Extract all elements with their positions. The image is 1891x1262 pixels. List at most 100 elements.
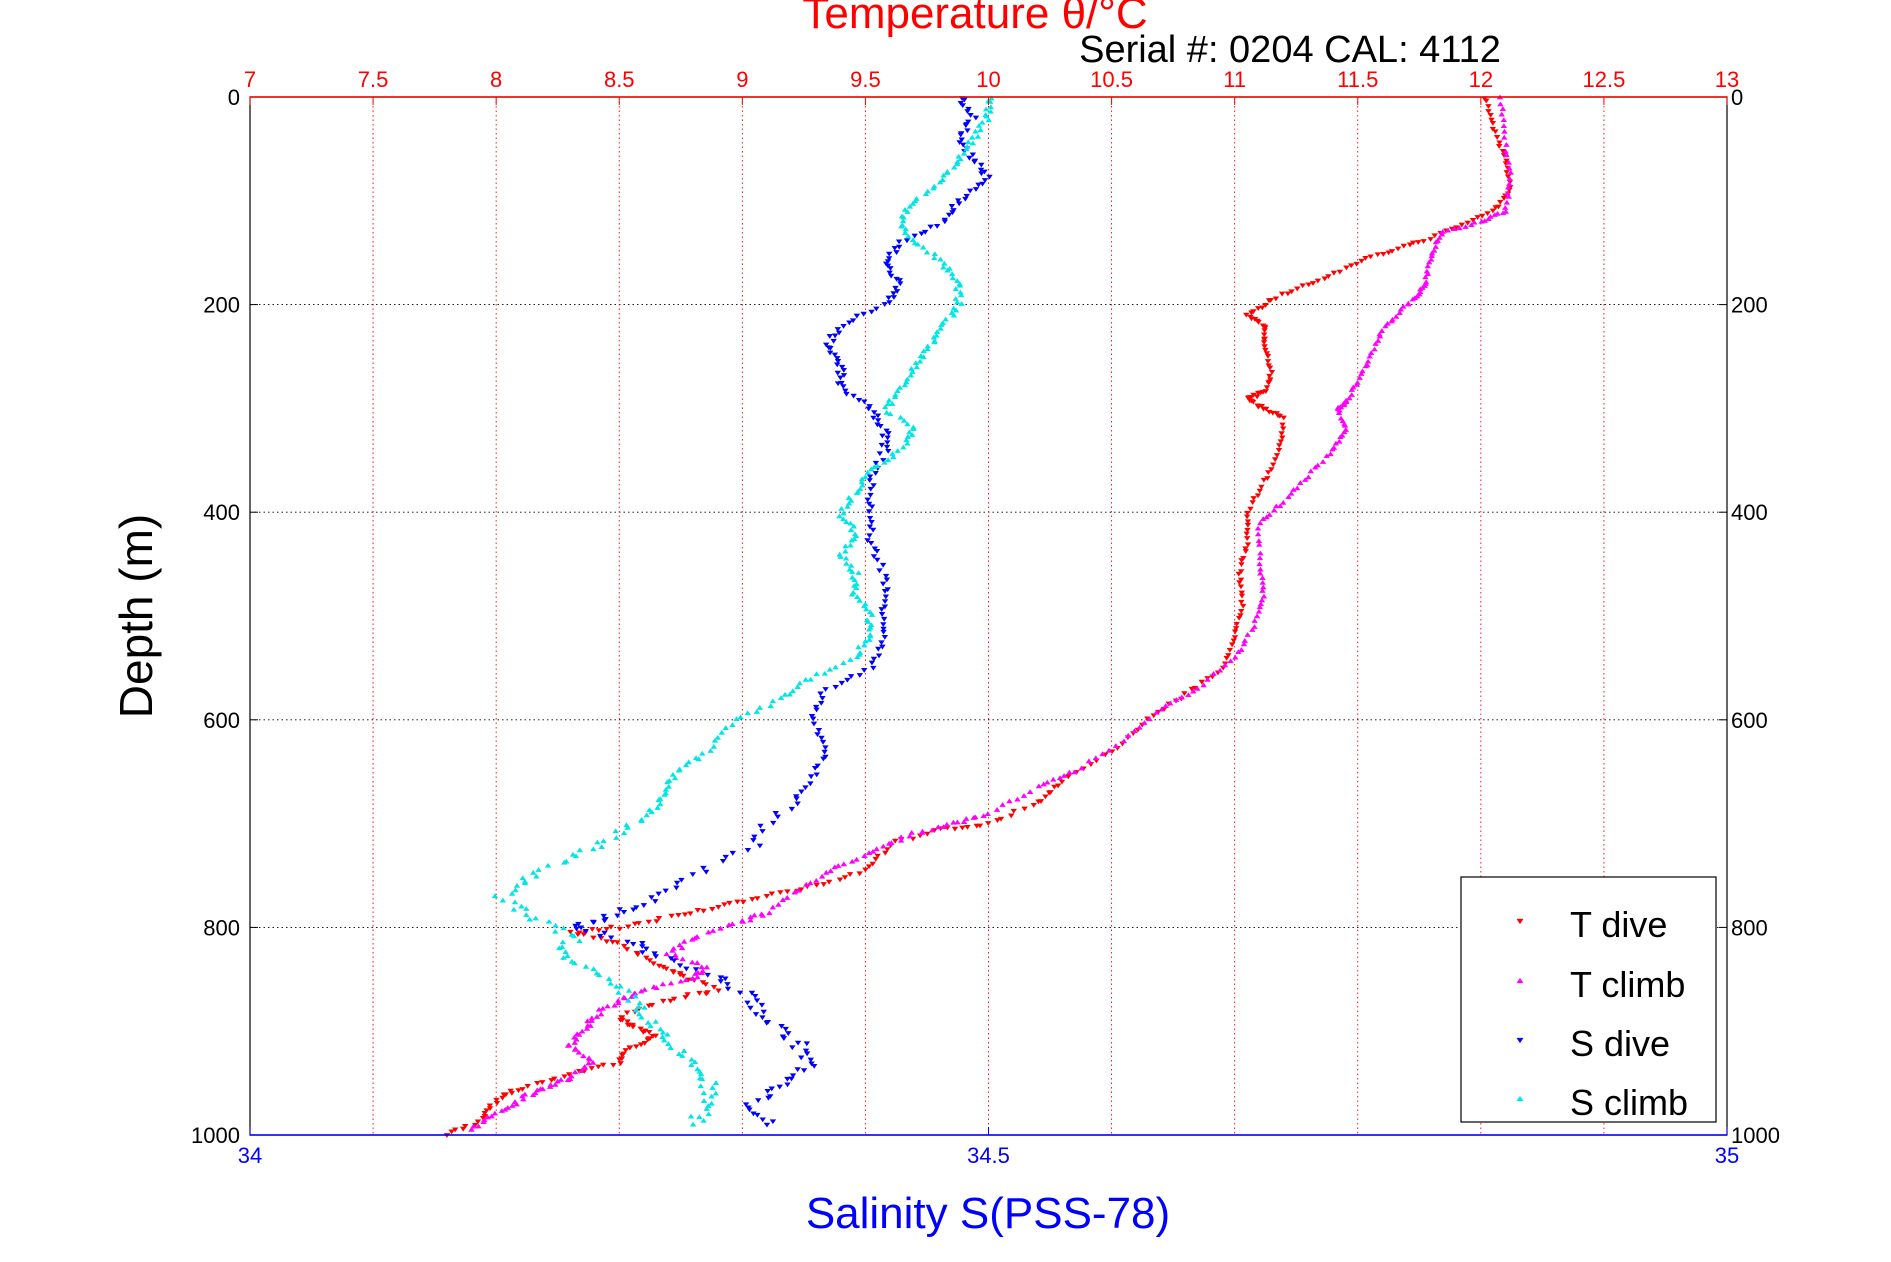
data-point (632, 993, 639, 999)
data-point (724, 986, 732, 992)
data-point (617, 1061, 624, 1066)
data-point (847, 562, 855, 568)
data-point (655, 797, 662, 802)
data-point (1265, 470, 1272, 476)
data-point (1496, 140, 1503, 146)
data-point (671, 775, 679, 781)
data-point (789, 1045, 796, 1051)
data-point (883, 444, 891, 450)
data-point (965, 139, 972, 145)
data-point (837, 554, 844, 559)
data-point (626, 1045, 633, 1051)
data-point (957, 156, 964, 162)
data-point (803, 881, 810, 887)
data-point (844, 677, 851, 683)
data-point (697, 1071, 705, 1077)
data-point (1444, 227, 1452, 233)
data-point (578, 1068, 585, 1073)
sal-tick-label: 34.5 (967, 1143, 1010, 1168)
data-point (703, 991, 710, 997)
data-point (1302, 477, 1309, 482)
data-point (594, 839, 601, 845)
data-point (1468, 222, 1475, 227)
data-point (614, 940, 621, 946)
data-point (1406, 242, 1414, 248)
data-point (756, 843, 764, 849)
data-point (655, 891, 662, 897)
data-point (885, 397, 893, 403)
data-point (1294, 485, 1301, 491)
data-point (647, 1023, 654, 1029)
data-point (1489, 120, 1497, 126)
data-point (890, 291, 897, 297)
data-point (708, 1100, 715, 1106)
data-point (866, 404, 873, 409)
data-point (637, 1042, 645, 1048)
data-point (1146, 716, 1153, 722)
data-point (951, 164, 958, 170)
data-point (675, 767, 683, 773)
data-point (1035, 783, 1043, 789)
data-point (1266, 512, 1273, 517)
data-point (710, 984, 718, 990)
data-point (1458, 222, 1466, 228)
data-point (794, 801, 801, 807)
data-point (1502, 205, 1509, 210)
data-point (959, 825, 966, 831)
data-point (878, 612, 886, 617)
data-point (1501, 128, 1508, 134)
data-point (1462, 224, 1469, 229)
data-point (763, 893, 771, 899)
data-point (1438, 231, 1446, 237)
data-point (565, 1072, 573, 1078)
data-point (958, 292, 965, 298)
data-point (634, 952, 641, 958)
data-point (1256, 488, 1264, 494)
data-point (1364, 358, 1372, 364)
data-point (530, 869, 537, 875)
data-point (659, 1029, 667, 1035)
data-point (1240, 641, 1248, 647)
data-point (862, 638, 869, 644)
data-point (784, 1082, 791, 1088)
data-point (1244, 510, 1251, 516)
data-point (641, 1004, 648, 1010)
data-point (1346, 395, 1353, 401)
temp-tick-label: 12 (1469, 67, 1493, 92)
data-point (598, 844, 605, 849)
data-point (717, 979, 724, 985)
data-point (1092, 755, 1100, 761)
data-point (758, 1002, 766, 1008)
data-point (815, 728, 823, 733)
data-point (868, 519, 875, 525)
data-point (794, 1067, 801, 1073)
data-point (912, 360, 920, 365)
data-point (700, 908, 707, 914)
data-point (954, 299, 961, 305)
data-point (793, 796, 800, 802)
data-point (670, 970, 677, 976)
data-point (862, 867, 869, 873)
data-point (561, 1074, 568, 1080)
data-point (882, 594, 890, 600)
data-point (838, 364, 846, 370)
data-point (893, 250, 900, 255)
data-point (571, 1040, 578, 1045)
grid-lines (250, 97, 1727, 1135)
data-point (1280, 415, 1287, 421)
data-point (847, 527, 855, 533)
data-point (846, 320, 853, 326)
data-point (1255, 538, 1263, 543)
data-point (571, 1069, 579, 1075)
data-point (836, 877, 844, 883)
data-point (679, 956, 686, 962)
data-point (952, 307, 960, 313)
data-point (599, 1062, 607, 1068)
data-point (1256, 541, 1263, 547)
data-point (1332, 440, 1340, 446)
data-point (987, 108, 994, 114)
data-point (1026, 789, 1034, 795)
data-point (1244, 527, 1251, 533)
data-point (539, 1080, 546, 1085)
data-point (661, 791, 668, 797)
